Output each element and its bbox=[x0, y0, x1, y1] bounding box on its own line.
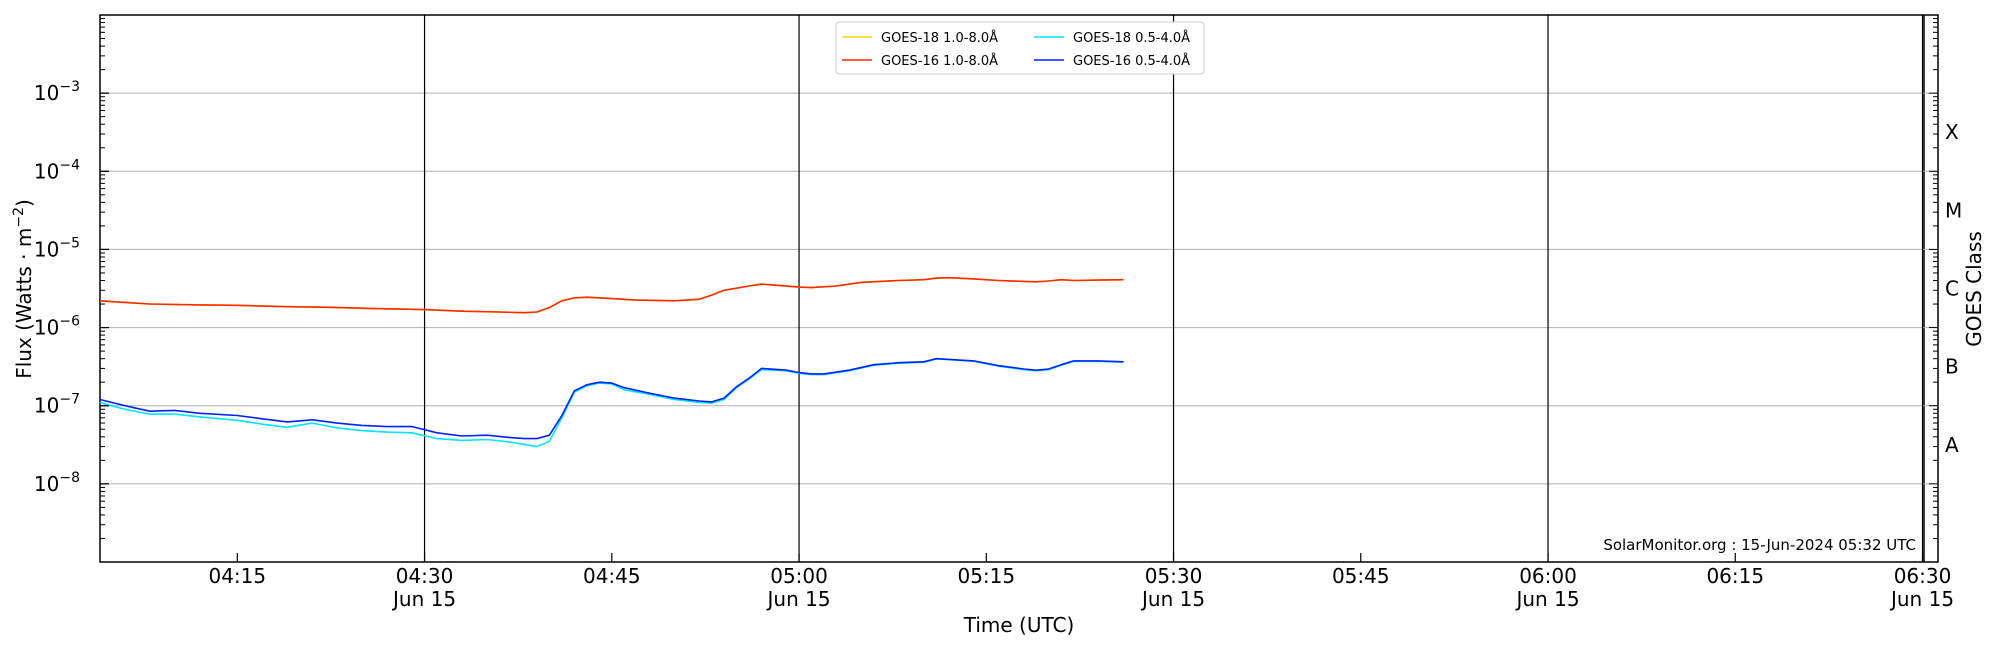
credit-text: SolarMonitor.org : 15-Jun-2024 05:32 UTC bbox=[1603, 536, 1916, 554]
x-tick-label: 05:45 bbox=[1332, 564, 1390, 588]
goes-class-label: B bbox=[1945, 355, 1959, 379]
y-tick-label: 10−5 bbox=[34, 235, 80, 261]
legend-label: GOES-16 1.0-8.0Å bbox=[881, 53, 998, 69]
y-tick-label: 10−8 bbox=[34, 470, 80, 496]
legend-entries: GOES-18 1.0-8.0Å GOES-16 1.0-8.0Å GOES-18 … bbox=[842, 30, 1190, 69]
x-tick-label: 04:15 bbox=[208, 564, 266, 588]
x-tick-label: 05:30 bbox=[1145, 564, 1203, 588]
series-lines bbox=[99, 276, 1124, 448]
goes-class-label: X bbox=[1945, 120, 1959, 144]
plot-area bbox=[99, 14, 1939, 563]
goes-class-label: C bbox=[1945, 277, 1959, 301]
x-tick-date-label: Jun 15 bbox=[1889, 587, 1954, 611]
x-tick-label: 05:00 bbox=[770, 564, 828, 588]
x-tick-label: 05:15 bbox=[957, 564, 1015, 588]
y-tick-label: 10−4 bbox=[34, 157, 80, 183]
legend-label: GOES-16 0.5-4.0Å bbox=[1073, 53, 1190, 69]
legend-label: GOES-18 1.0-8.0Å bbox=[881, 30, 998, 46]
plot-frame bbox=[99, 14, 1939, 563]
x-tick-date-label: Jun 15 bbox=[391, 587, 456, 611]
day-boundary-lines bbox=[423, 15, 1924, 562]
legend-label: GOES-18 0.5-4.0Å bbox=[1073, 30, 1190, 46]
right-axis-title: GOES Class bbox=[1962, 231, 1986, 347]
x-tick-date-label: Jun 15 bbox=[1514, 587, 1579, 611]
x-tick-label: 04:45 bbox=[583, 564, 641, 588]
goes-class-label: M bbox=[1945, 198, 1962, 222]
series-line-4 bbox=[99, 357, 1124, 440]
x-tick-date-label: Jun 15 bbox=[766, 587, 831, 611]
y-axis-ticks: 10−8 10−7 10−6 10−5 10−4 10−3 bbox=[34, 79, 109, 496]
legend-box bbox=[835, 21, 1205, 75]
x-tick-label: 06:00 bbox=[1519, 564, 1577, 588]
series-line-2 bbox=[99, 276, 1124, 314]
x-tick-label: 06:30 bbox=[1894, 564, 1952, 588]
goes-class-labels: A B C M X bbox=[1945, 120, 1962, 457]
legend: GOES-18 1.0-8.0Å GOES-16 1.0-8.0Å GOES-18 … bbox=[835, 21, 1205, 75]
goes-class-label: A bbox=[1945, 433, 1959, 457]
y-tick-label: 10−6 bbox=[34, 314, 80, 340]
gridlines bbox=[100, 92, 1938, 485]
y-axis-title: Flux (Watts · m−2) bbox=[11, 199, 36, 379]
x-tick-label: 06:15 bbox=[1706, 564, 1764, 588]
x-tick-label: 04:30 bbox=[396, 564, 454, 588]
x-axis-title: Time (UTC) bbox=[963, 613, 1075, 637]
minor-ticks bbox=[100, 18, 1938, 563]
y-tick-label: 10−7 bbox=[34, 392, 80, 418]
y-tick-label: 10−3 bbox=[34, 79, 80, 105]
x-tick-date-label: Jun 15 bbox=[1140, 587, 1205, 611]
